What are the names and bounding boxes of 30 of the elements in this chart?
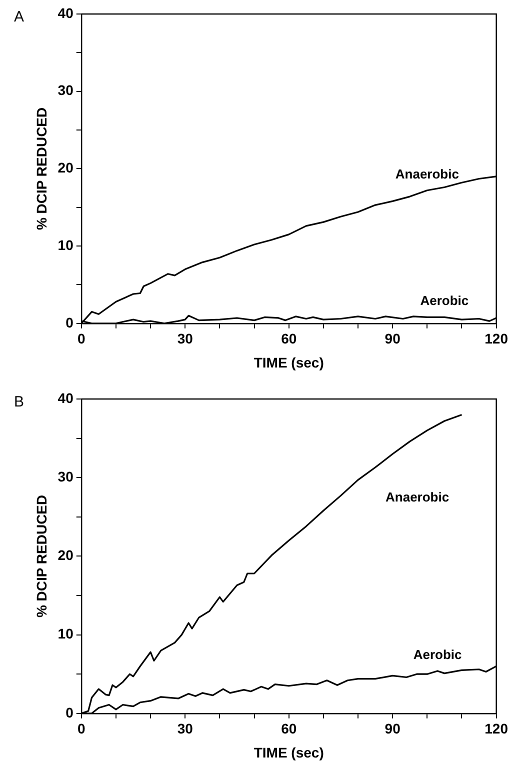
x-tick-label: 60	[281, 330, 297, 347]
y-tick-label: 40	[58, 390, 74, 406]
y-tick-label: 20	[58, 547, 74, 564]
y-tick-label: 30	[58, 468, 74, 484]
y-tick-label: 40	[58, 4, 74, 21]
y-tick-label: 0	[66, 314, 74, 330]
x-tick-label: 0	[77, 330, 86, 347]
x-tick-label: 0	[77, 720, 86, 737]
series-label: Anaerobic	[395, 166, 459, 182]
x-axis-title: TIME (sec)	[254, 354, 324, 370]
y-tick-label: 0	[66, 704, 74, 720]
series-label: Anaerobic	[386, 489, 450, 504]
x-tick-label: 90	[384, 720, 401, 737]
x-tick-label: 60	[281, 720, 297, 737]
series-label: Aerobic	[413, 646, 462, 662]
y-axis-title: % DCIP REDUCED	[33, 494, 50, 618]
x-axis-title: TIME (sec)	[254, 744, 324, 760]
y-tick-label: 30	[58, 82, 74, 98]
chart-title: B	[14, 394, 24, 411]
y-axis-title: % DCIP REDUCED	[33, 107, 50, 230]
y-tick-label: 10	[58, 626, 74, 642]
x-tick-label: 30	[177, 330, 194, 347]
x-tick-label: 30	[177, 720, 194, 737]
x-tick-label: 120	[484, 330, 508, 347]
y-tick-label: 20	[58, 160, 74, 176]
series-label: Aerobic	[420, 293, 469, 308]
x-tick-label: 90	[384, 330, 401, 347]
x-tick-label: 120	[484, 720, 508, 737]
chart-title: A	[14, 8, 24, 26]
y-tick-label: 10	[58, 236, 74, 253]
